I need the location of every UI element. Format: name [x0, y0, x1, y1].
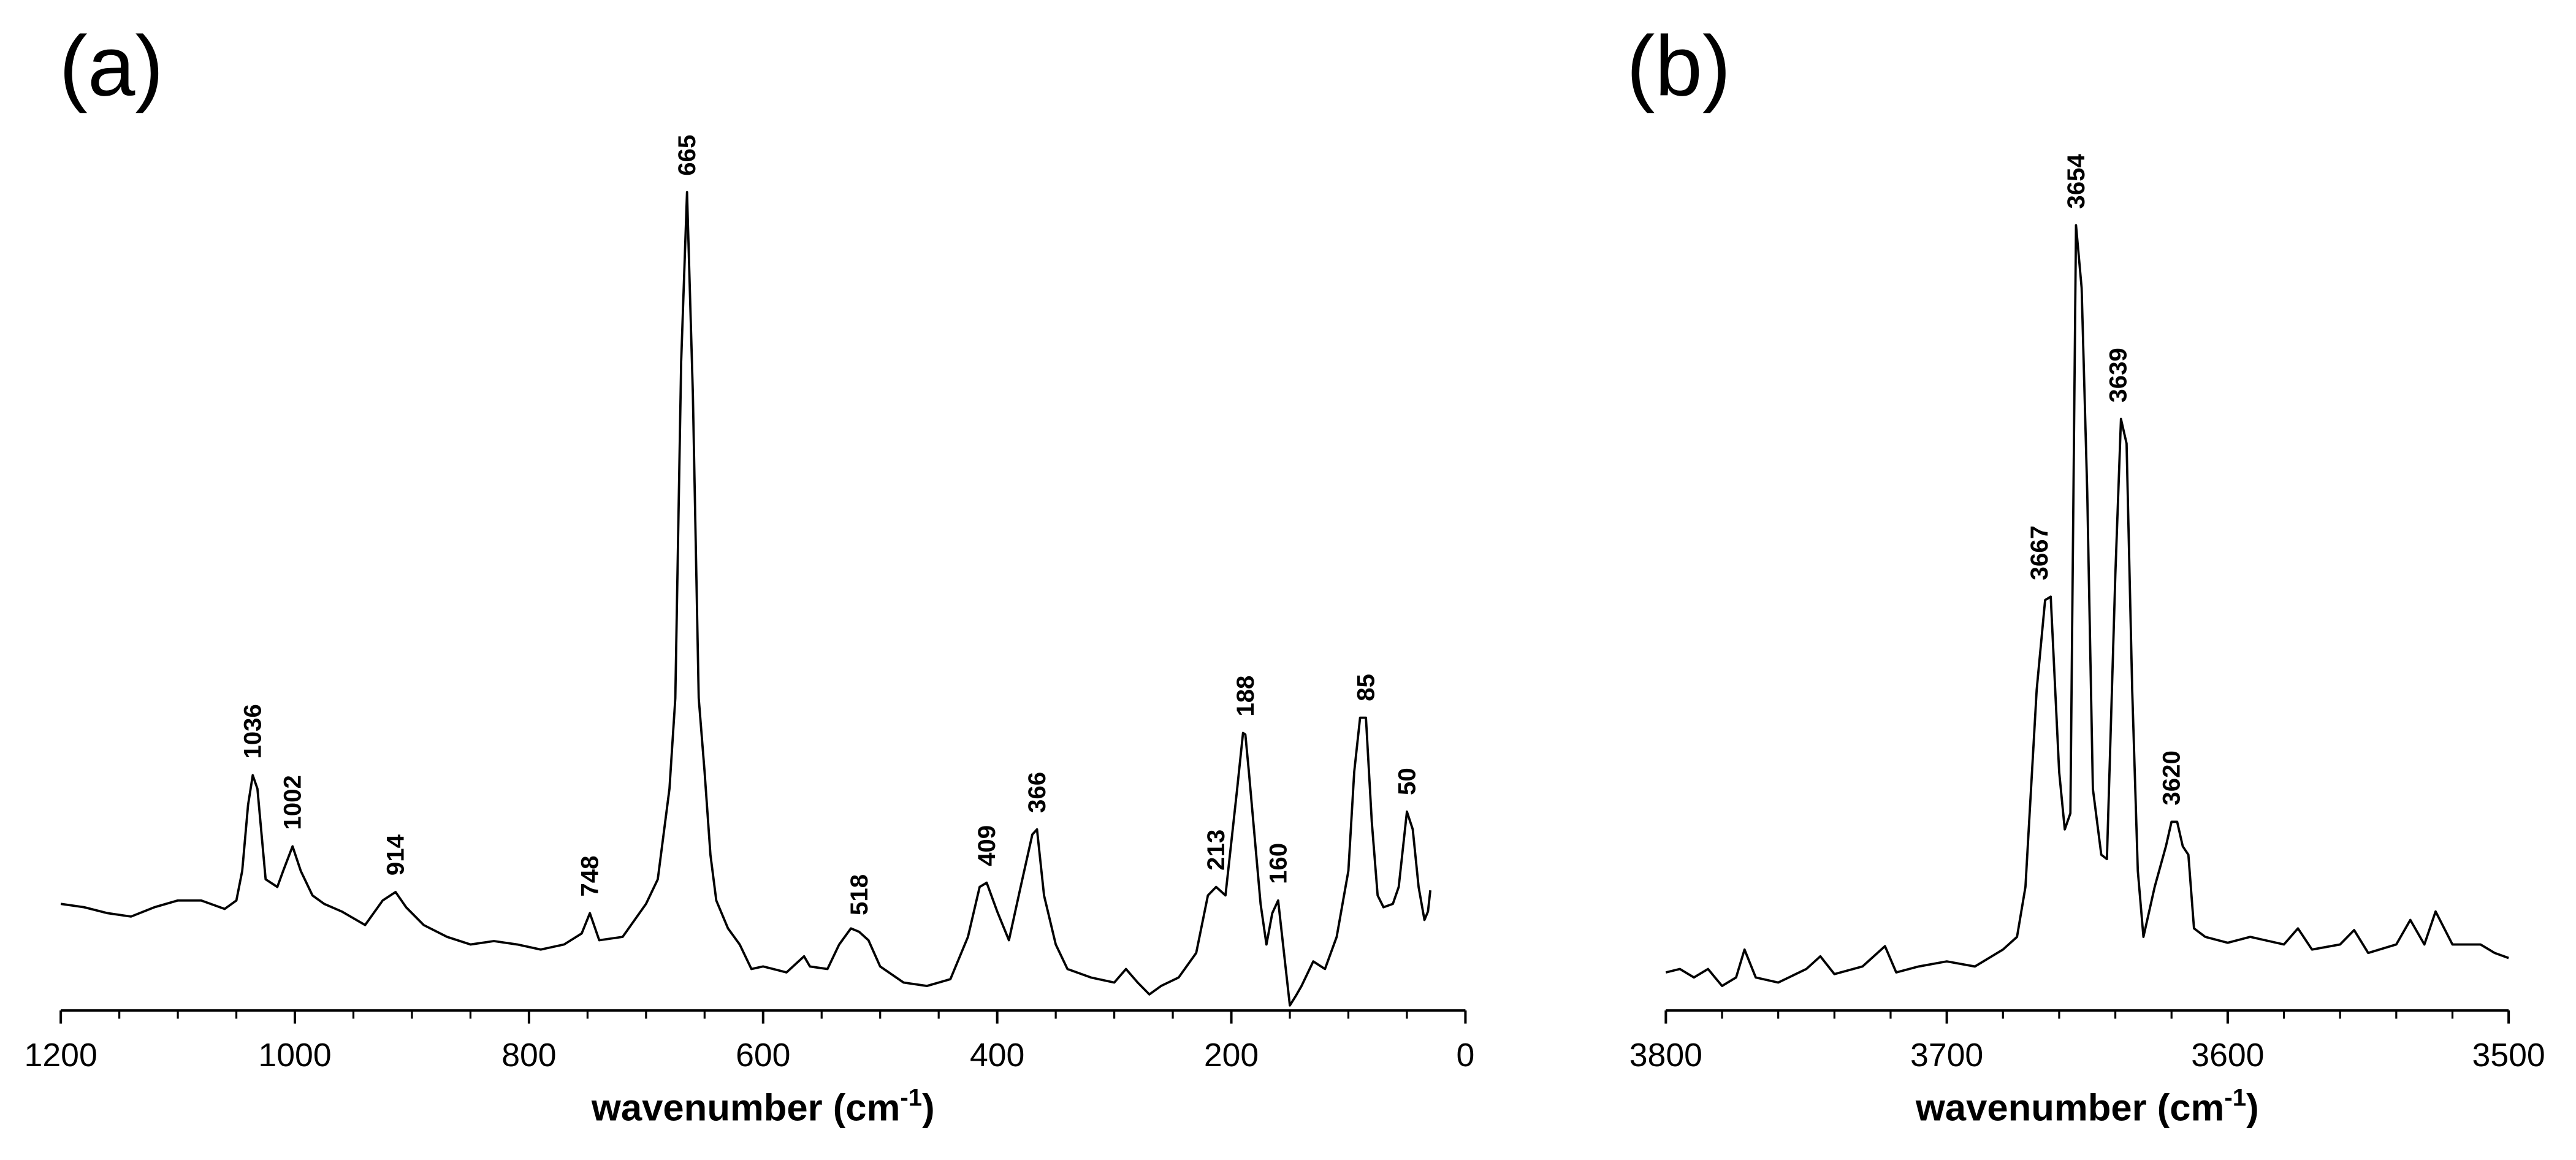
x-tick-label: 3800: [1629, 1037, 1702, 1074]
panel-label: (a): [59, 18, 163, 113]
peak-label: 3620: [2158, 750, 2185, 805]
peak-label: 85: [1352, 674, 1380, 701]
peak-label: 366: [1023, 772, 1051, 813]
peak-label: 1002: [279, 775, 307, 830]
x-axis-label-sup: -1: [900, 1084, 922, 1112]
peak-label: 665: [673, 135, 701, 176]
peak-label: 1036: [239, 704, 267, 758]
x-tick-label: 3600: [2191, 1037, 2264, 1074]
spectrum-line: [1665, 224, 2509, 987]
peak-label: 518: [845, 874, 873, 915]
peak-label: 160: [1264, 843, 1292, 884]
x-axis-label-close: ): [922, 1087, 935, 1129]
x-axis-label: wavenumber (cm-1): [591, 1084, 935, 1129]
x-axis-label-text: wavenumber (cm: [1915, 1087, 2224, 1129]
peak-label: 914: [382, 834, 410, 876]
x-tick-label: 200: [1204, 1037, 1259, 1074]
x-axis-label-sup: -1: [2224, 1084, 2246, 1112]
x-tick-label: 800: [501, 1037, 556, 1074]
x-tick-label: 1200: [25, 1037, 97, 1074]
x-tick-label: 1000: [258, 1037, 331, 1074]
spectrum-line: [60, 191, 1432, 1007]
x-tick-label: 0: [1457, 1037, 1475, 1074]
peak-label: 50: [1393, 768, 1420, 795]
peak-label: 188: [1232, 676, 1259, 717]
peak-label: 3639: [2105, 348, 2132, 402]
peak-label: 3667: [2025, 525, 2053, 580]
x-tick-label: 600: [736, 1037, 790, 1074]
x-axis-label: wavenumber (cm-1): [1915, 1084, 2259, 1129]
peak-label: 213: [1202, 830, 1230, 871]
x-tick-label: 3500: [2472, 1037, 2545, 1074]
panel-label: (b): [1626, 18, 1731, 113]
peak-label: 409: [973, 825, 1000, 866]
x-axis-label-text: wavenumber (cm: [591, 1087, 900, 1129]
x-tick-label: 3700: [1910, 1037, 1983, 1074]
peak-label: 748: [576, 856, 604, 897]
x-tick-label: 400: [970, 1037, 1024, 1074]
x-axis-label-close: ): [2246, 1087, 2259, 1129]
peak-label: 3654: [2062, 154, 2090, 209]
